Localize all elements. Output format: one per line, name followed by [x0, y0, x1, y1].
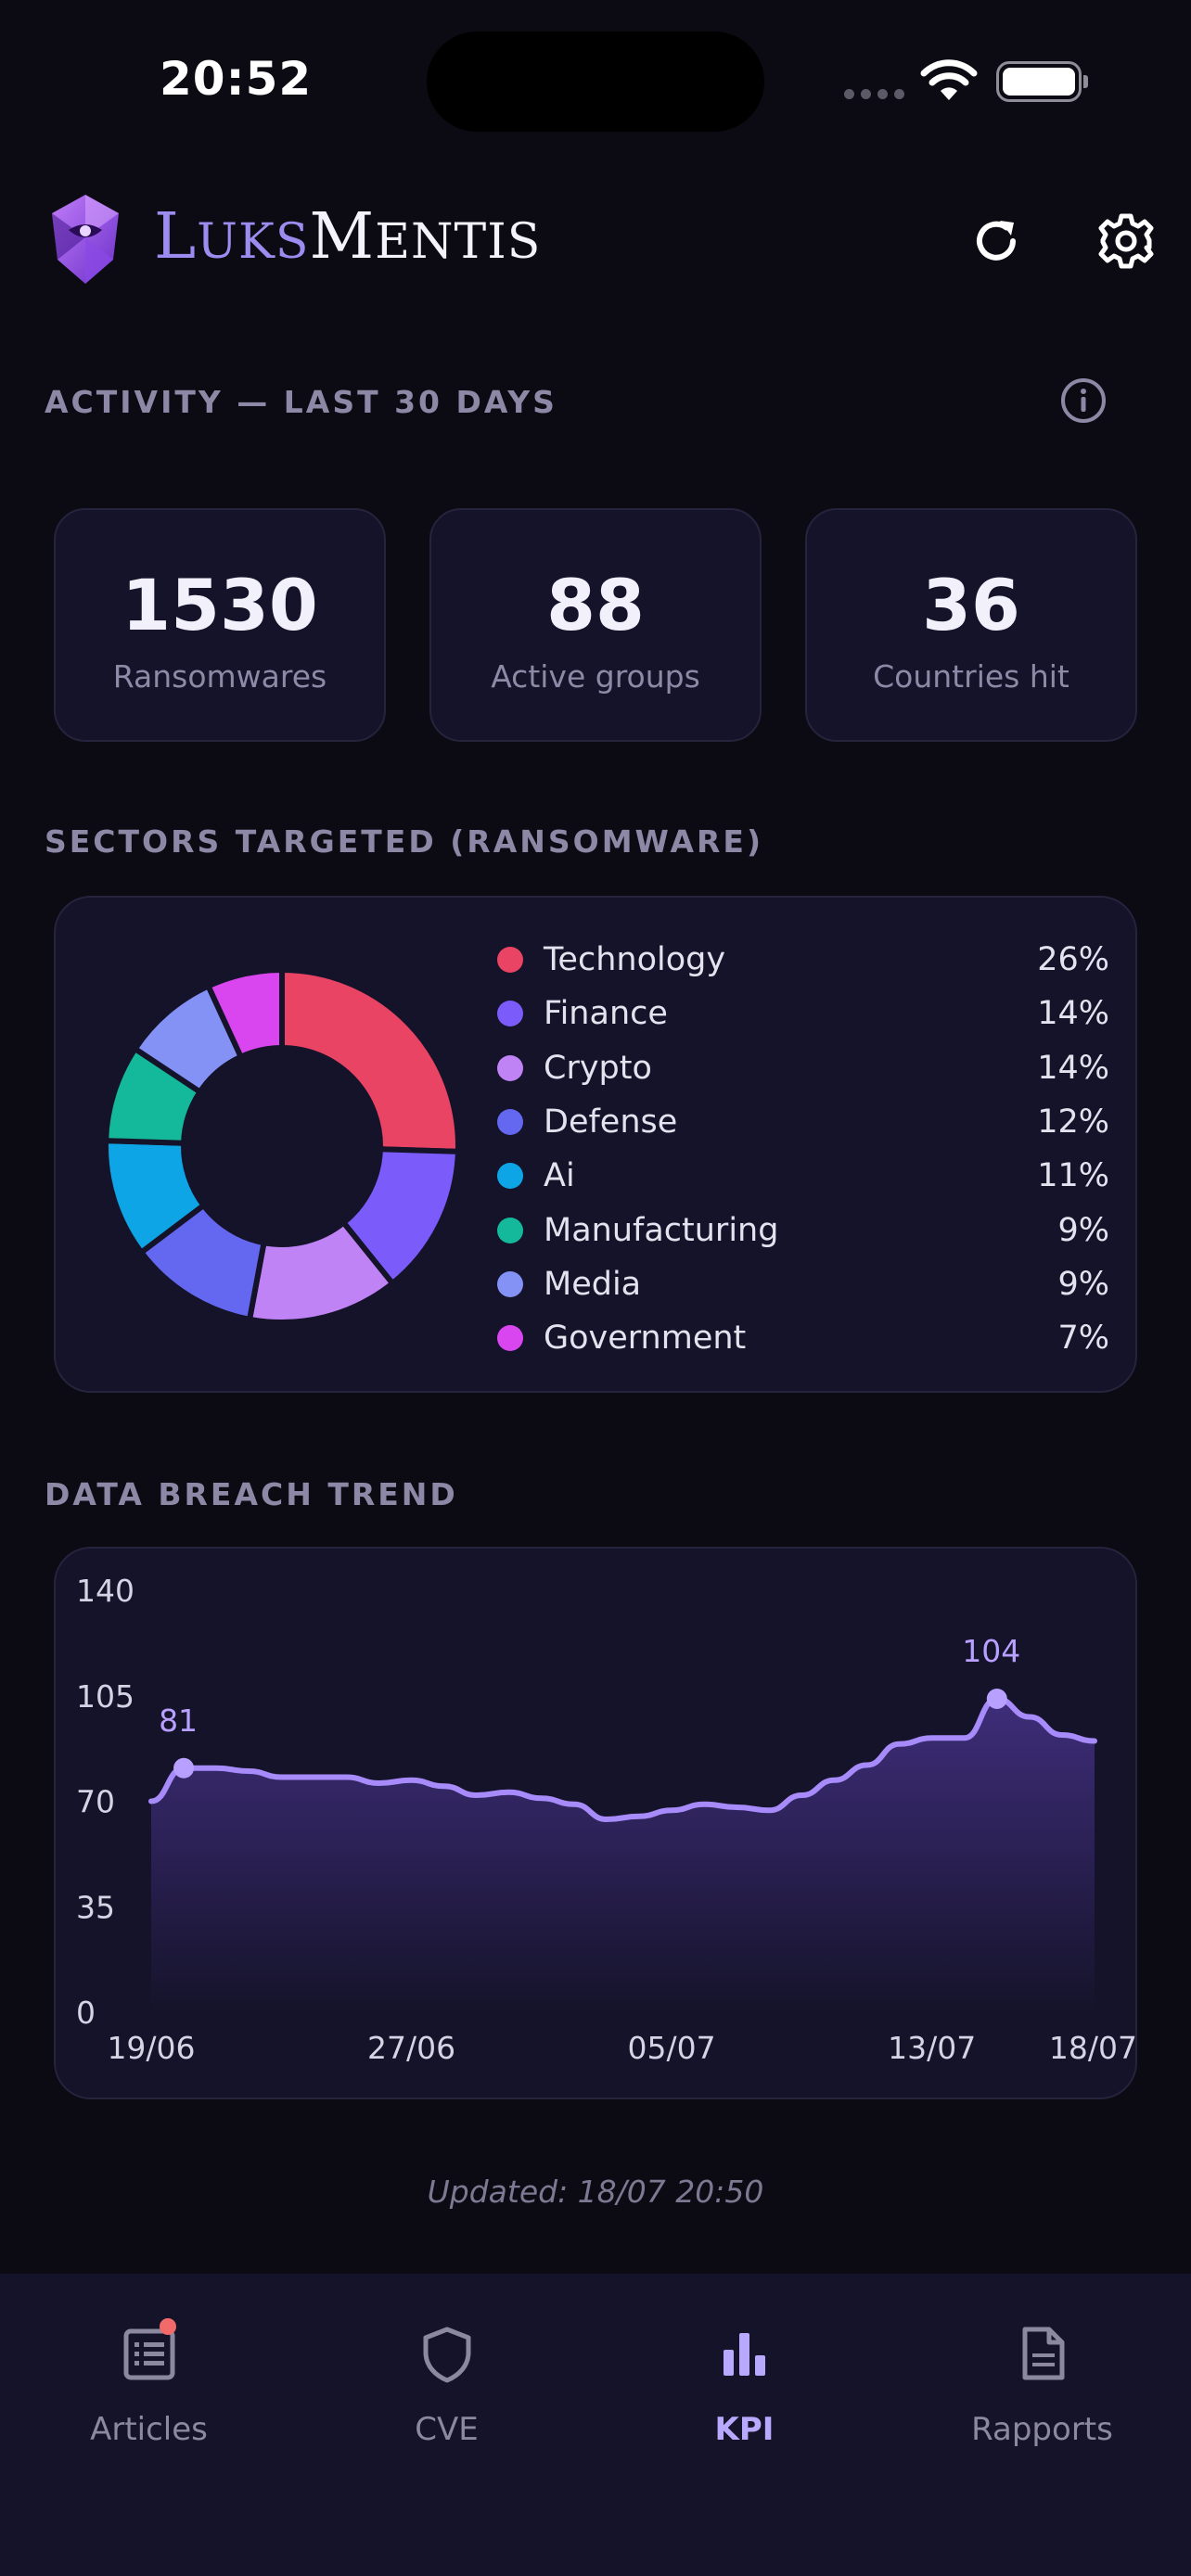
refresh-icon	[977, 221, 1016, 261]
legend-item-crypto: Crypto 14%	[497, 1041, 1109, 1095]
stat-label: Ransomwares	[112, 658, 327, 695]
legend-item-manufacturing: Manufacturing 9%	[497, 1203, 1109, 1256]
legend-dot	[497, 1325, 523, 1352]
y-tick-label: 35	[76, 1889, 115, 1925]
tab-articles[interactable]: Articles	[0, 2274, 298, 2459]
data-breach-trend-chart: 0 35 70 105 140 19/06 27/06 05/07 13/07 18/07 81 10…	[76, 1573, 1137, 2066]
x-tick-label: 27/06	[367, 2030, 455, 2066]
sectors-card: Technology 26% Finance 14% Crypto 14% Defen…	[54, 896, 1137, 1393]
tab-label: KPI	[714, 2411, 775, 2448]
bottom-tab-bar: Articles CVE KPI Rapports	[0, 2274, 1191, 2576]
stat-card-countries-hit: 36 Countries hit	[805, 508, 1137, 742]
tab-cve[interactable]: CVE	[298, 2274, 596, 2459]
bar-chart-icon	[723, 2333, 765, 2376]
sectors-legend: Technology 26% Finance 14% Crypto 14% Defen…	[497, 933, 1109, 1365]
legend-pct: 12%	[1037, 1103, 1109, 1141]
legend-name: Crypto	[544, 1049, 652, 1087]
stat-label: Countries hit	[873, 658, 1069, 695]
battery-icon	[996, 61, 1088, 102]
app-brand-name: LUKSMENTIS	[154, 200, 542, 274]
legend-pct: 14%	[1037, 995, 1109, 1033]
settings-button[interactable]	[1089, 204, 1163, 278]
dynamic-island	[427, 32, 764, 132]
trend-point-label: 81	[159, 1702, 198, 1739]
x-tick-label: 05/07	[628, 2030, 716, 2066]
app-header: LUKSMENTIS	[0, 176, 1191, 297]
articles-list-icon	[123, 2328, 174, 2380]
activity-section-title: ACTIVITY — LAST 30 DAYS	[45, 384, 557, 420]
trend-section-title: DATA BREACH TREND	[45, 1476, 458, 1512]
stat-value: 88	[546, 564, 645, 646]
legend-item-finance: Finance 14%	[497, 987, 1109, 1040]
status-time: 20:52	[160, 52, 313, 106]
legend-dot	[497, 1054, 523, 1081]
legend-name: Defense	[544, 1103, 678, 1141]
legend-dot	[497, 1001, 523, 1027]
sectors-section-title: SECTORS TARGETED (RANSOMWARE)	[45, 823, 764, 860]
legend-name: Ai	[544, 1157, 575, 1195]
legend-item-ai: Ai 11%	[497, 1149, 1109, 1203]
info-icon	[1061, 378, 1106, 423]
x-tick-label: 19/06	[107, 2030, 195, 2066]
legend-pct: 7%	[1057, 1320, 1109, 1358]
document-icon	[1022, 2327, 1064, 2380]
x-tick-label: 13/07	[888, 2030, 976, 2066]
stat-card-active-groups: 88 Active groups	[429, 508, 762, 742]
trend-point-label: 104	[962, 1633, 1020, 1669]
stat-card-ransomwares: 1530 Ransomwares	[54, 508, 386, 742]
shield-icon	[423, 2327, 470, 2383]
stat-value: 1530	[122, 564, 318, 646]
sectors-donut-chart	[102, 966, 462, 1325]
cellular-signal-icon	[844, 89, 904, 99]
status-bar: 20:52	[0, 0, 1191, 139]
y-tick-label: 70	[76, 1784, 115, 1820]
tab-label: CVE	[415, 2411, 479, 2448]
legend-dot	[497, 1109, 523, 1136]
wifi-icon	[920, 59, 978, 100]
tab-kpi[interactable]: KPI	[596, 2274, 893, 2459]
notification-badge-dot	[160, 2318, 176, 2335]
legend-name: Government	[544, 1320, 747, 1358]
donut-slice-technology	[279, 966, 461, 1154]
legend-dot	[497, 1163, 523, 1190]
refresh-button[interactable]	[959, 204, 1033, 278]
legend-item-technology: Technology 26%	[497, 933, 1109, 987]
settings-gear-icon	[1098, 213, 1154, 269]
legend-dot	[497, 1270, 523, 1297]
y-tick-label: 140	[76, 1573, 134, 1609]
legend-dot	[497, 1217, 523, 1243]
legend-pct: 14%	[1037, 1049, 1109, 1087]
trend-line	[148, 1695, 1097, 1823]
x-tick-label: 18/07	[1049, 2030, 1137, 2066]
legend-pct: 9%	[1057, 1211, 1109, 1249]
trend-highlight-point	[173, 1757, 195, 1779]
stat-value: 36	[922, 564, 1020, 646]
legend-name: Manufacturing	[544, 1211, 779, 1249]
legend-name: Media	[544, 1265, 642, 1303]
y-tick-label: 0	[76, 1995, 96, 2031]
updated-timestamp: Updated: 18/07 20:50	[427, 2174, 764, 2210]
donut-slice-government	[204, 966, 285, 1061]
legend-name: Finance	[544, 995, 668, 1033]
legend-item-media: Media 9%	[497, 1257, 1109, 1311]
stat-label: Active groups	[491, 658, 700, 695]
legend-pct: 26%	[1037, 941, 1109, 979]
trend-card: 0 35 70 105 140 19/06 27/06 05/07 13/07 18/07 81 10…	[54, 1547, 1137, 2099]
legend-pct: 11%	[1037, 1157, 1109, 1195]
legend-item-government: Government 7%	[497, 1311, 1109, 1365]
y-tick-label: 105	[76, 1678, 134, 1715]
trend-highlight-point	[986, 1689, 1007, 1709]
luksmentis-logo-icon	[52, 195, 119, 284]
trend-area-fill	[151, 1699, 1095, 2012]
tab-label: Articles	[90, 2411, 208, 2448]
legend-item-defense: Defense 12%	[497, 1095, 1109, 1149]
legend-dot	[497, 947, 523, 974]
legend-pct: 9%	[1057, 1265, 1109, 1303]
info-button[interactable]	[1057, 375, 1109, 427]
tab-rapports[interactable]: Rapports	[893, 2274, 1191, 2459]
legend-name: Technology	[544, 941, 726, 979]
tab-label: Rapports	[971, 2411, 1113, 2448]
